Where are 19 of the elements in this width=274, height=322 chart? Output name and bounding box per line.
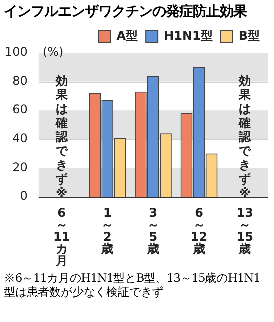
- legend-label: H1N1型: [164, 29, 213, 44]
- text: 効果は確認できず※: [239, 74, 252, 200]
- legend-label: A型: [116, 29, 138, 44]
- legend-label: B型: [238, 29, 260, 44]
- text: 効果は確認できず※: [56, 74, 68, 200]
- text: ※6～11カ月のH1N1型とB型、13～15歳のH1N1型は患者数が少なく検証できず: [4, 271, 262, 299]
- x-tick-label: 1～2歳: [100, 206, 114, 256]
- x-tick-label: 6～11カ月: [53, 206, 70, 268]
- x-tick-label: 13～15歳: [236, 206, 254, 256]
- x-tick-label: 3～5歳: [146, 206, 160, 256]
- y-tick-label: 60: [12, 102, 28, 117]
- y-tick-label: 0: [20, 189, 28, 204]
- y-tick-label: 40: [12, 132, 28, 146]
- y-tick-label: 100: [5, 45, 28, 60]
- x-tick-label: 6～12歳: [190, 206, 208, 256]
- y-axis-title: (%): [42, 45, 64, 60]
- y-tick-label: 20: [12, 160, 28, 174]
- y-tick-label: 80: [12, 74, 28, 88]
- chart-title: インフルエンザワクチンの発症防止効果: [3, 3, 248, 22]
